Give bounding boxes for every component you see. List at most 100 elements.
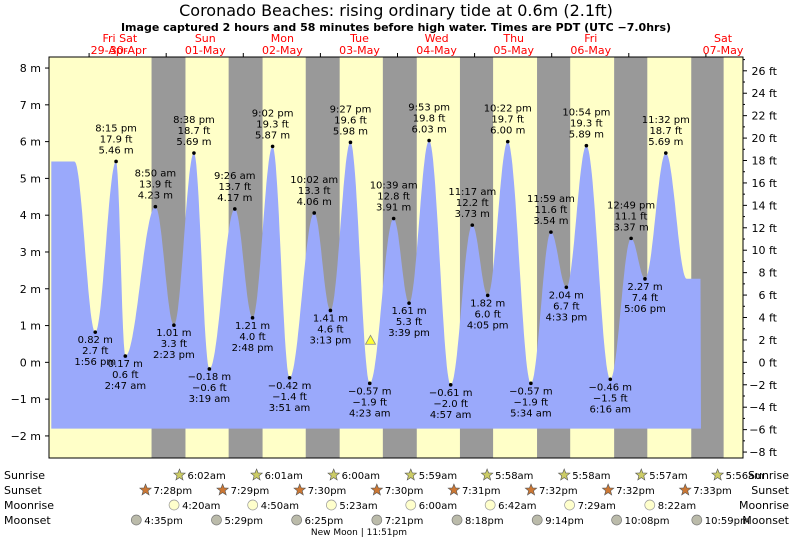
y-left-tick-label: −2 m (11, 430, 41, 443)
star-icon (404, 468, 418, 481)
extreme-time: 12:49 pm (607, 200, 655, 211)
row-event: 7:29pm (216, 483, 269, 497)
row-event-time: 7:30pm (308, 486, 347, 497)
extreme-time: 10:54 pm (562, 108, 610, 119)
tide-extreme: −0.57 m−1.9 ft4:23 am (348, 381, 392, 419)
extreme-point (207, 367, 212, 371)
tide-extreme: 0.82 m2.7 ft1:56 pm (74, 330, 116, 368)
extreme-time: 2:23 pm (153, 350, 195, 361)
extreme-feet: 7.4 ft (632, 293, 658, 304)
row-event-time: 6:00am (419, 501, 457, 512)
extreme-feet: 11.6 ft (535, 205, 568, 216)
extreme-metres: 5.69 m (176, 137, 211, 148)
row-label-left: Sunrise (4, 469, 45, 482)
tide-extreme: −0.46 m−1.5 ft6:16 am (588, 377, 632, 415)
extreme-point (348, 140, 353, 145)
tide-area (51, 140, 702, 429)
row-event: 7:32pm (601, 483, 655, 497)
row-label-right: Moonset (742, 514, 789, 527)
day-of-week: Sun (195, 32, 216, 45)
moonrise-icon (405, 499, 417, 511)
row-event: 4:50am (247, 499, 299, 512)
extreme-point (367, 381, 372, 386)
extreme-point (114, 159, 118, 164)
extreme-feet: 11.1 ft (615, 211, 648, 222)
extreme-time: 2:47 am (105, 381, 147, 392)
row-event-time: 4:20am (182, 501, 220, 512)
extreme-metres: 0.82 m (78, 335, 113, 346)
tide-extreme: 2.04 m6.7 ft4:33 pm (545, 285, 587, 323)
row-event-time: 7:32pm (616, 486, 655, 497)
extreme-time: 4:23 am (349, 408, 391, 419)
tide-area-layer (51, 140, 702, 429)
extreme-time: 10:39 am (370, 181, 418, 192)
extreme-time: 8:15 pm (95, 123, 137, 134)
extreme-time: 8:50 am (135, 169, 177, 180)
row-event: 4:35pm (130, 514, 183, 527)
extreme-metres: −0.61 m (429, 388, 473, 399)
row-event: 7:30pm (370, 483, 423, 497)
y-right-tick-label: −2 ft (749, 379, 777, 392)
row-event: 6:42am (484, 499, 537, 512)
y-left-tick-label: 8 m (20, 62, 41, 75)
extreme-feet: 12.8 ft (377, 192, 410, 203)
y-left-tick-label: 4 m (20, 209, 41, 222)
tide-extreme: 2.27 m7.4 ft5:06 pm (624, 277, 666, 315)
tide-extreme: 0.17 m0.6 ft2:47 am (105, 354, 147, 392)
y-right-tick-label: −8 ft (749, 446, 777, 459)
day-date: 30-Apr (110, 44, 147, 57)
day-of-week: Fri (584, 32, 597, 45)
extreme-metres: 4.17 m (217, 193, 252, 204)
row-event: 7:28pm (139, 483, 192, 497)
extreme-metres: 1.61 m (391, 306, 426, 317)
moonrise-icon (564, 499, 575, 511)
row-event: 6:00am (327, 468, 380, 482)
extreme-metres: 0.17 m (108, 359, 143, 370)
extreme-feet: 17.9 ft (100, 134, 133, 145)
row-event: 7:31pm (447, 483, 500, 497)
day-of-week: Wed (425, 32, 449, 45)
extreme-point (233, 207, 237, 211)
extreme-metres: 3.91 m (376, 203, 411, 214)
extreme-time: 5:34 am (510, 408, 552, 419)
y-right-tick-label: 0 ft (759, 356, 778, 369)
extreme-feet: −1.9 ft (514, 397, 549, 408)
extreme-metres: 5.98 m (333, 126, 368, 137)
row-event: 8:22am (644, 499, 696, 512)
extreme-metres: 3.37 m (614, 222, 649, 233)
chart-subtitle: Image captured 2 hours and 58 minutes be… (121, 21, 671, 34)
extreme-feet: 19.7 ft (491, 115, 524, 126)
y-right-tick-label: 16 ft (752, 177, 778, 190)
y-left-tick-label: 5 m (20, 172, 41, 185)
extreme-point (485, 293, 490, 298)
extreme-metres: 6.03 m (412, 125, 447, 136)
moonrise-icon (644, 499, 656, 511)
extreme-metres: 1.01 m (156, 328, 191, 339)
day-of-week: Mon (271, 32, 294, 45)
tide-extreme: 1.01 m3.3 ft2:23 pm (153, 323, 195, 361)
extreme-time: 10:02 am (290, 175, 338, 186)
row-event-time: 5:58am (572, 471, 610, 482)
row-event: 5:57am (634, 468, 688, 482)
chart-title: Coronado Beaches: rising ordinary tide a… (179, 1, 613, 20)
y-right-tick-label: 26 ft (752, 65, 778, 78)
extreme-metres: 2.04 m (549, 290, 584, 301)
moonset-icon (531, 514, 543, 526)
row-event-time: 6:02am (187, 471, 225, 482)
extreme-metres: 5.89 m (569, 130, 604, 141)
row-event-time: 6:25pm (305, 516, 344, 527)
row-event: 4:20am (168, 499, 220, 512)
row-sunset: Sunset Sunset 7:28pm 7:29pm 7:30pm 7:30pm 7:31… (4, 483, 790, 497)
extreme-metres: 4.06 m (297, 197, 332, 208)
tide-extreme: 1.41 m4.6 ft3:13 pm (310, 308, 351, 346)
row-event: 6:00am (405, 499, 457, 512)
extreme-feet: 18.7 ft (178, 126, 211, 137)
row-event-time: 6:01am (265, 471, 303, 482)
extreme-feet: 18.7 ft (649, 126, 682, 137)
